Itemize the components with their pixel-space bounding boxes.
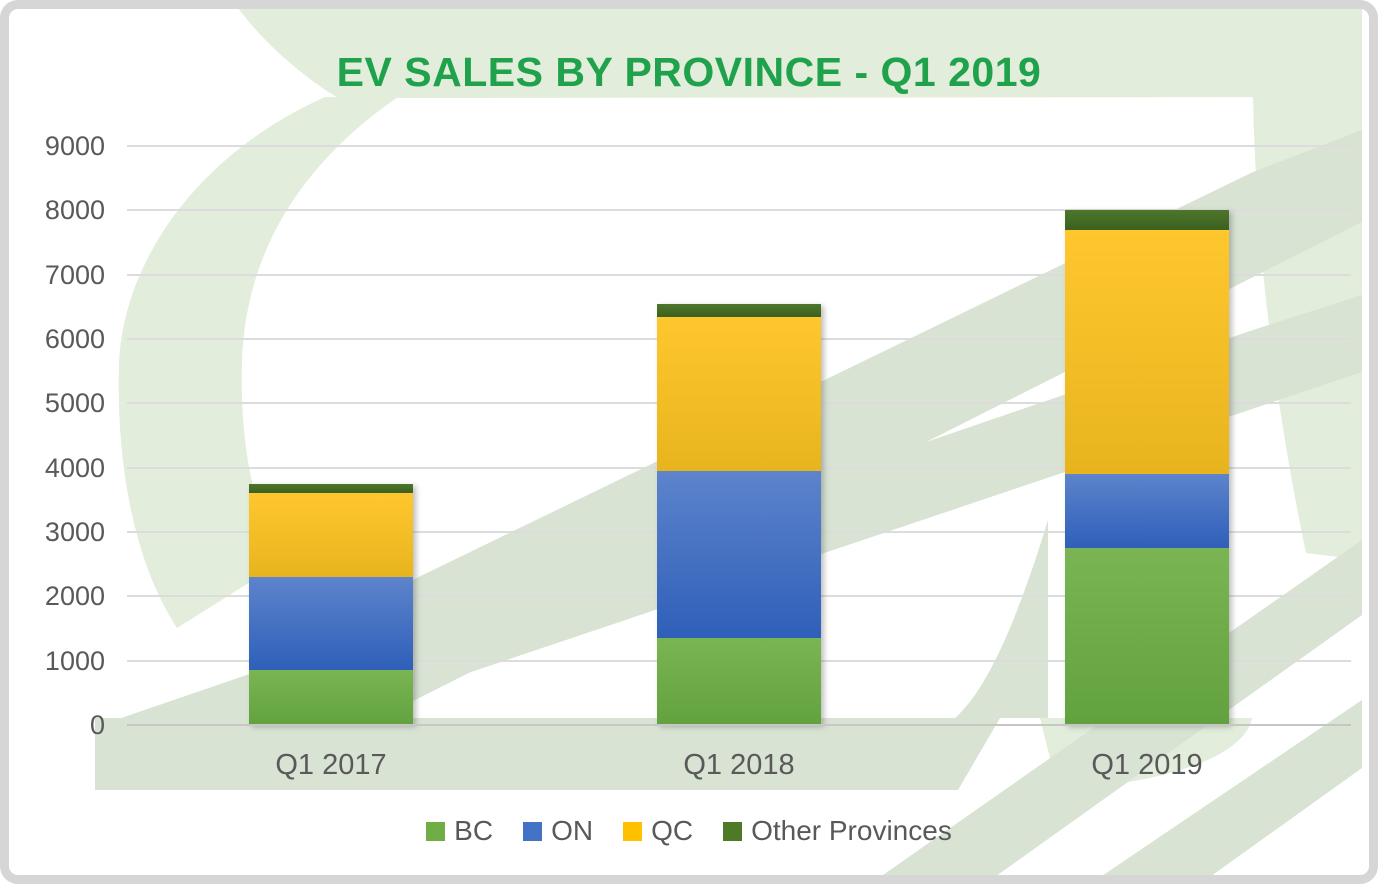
stacked-bar-q1-2017 [249, 146, 413, 725]
legend: BC ON QC Other Provinces [9, 817, 1369, 845]
legend-label: ON [551, 815, 594, 846]
legend-swatch-icon [623, 821, 643, 841]
y-axis-tick-label: 8000 [44, 195, 105, 226]
bar-segment-qc [657, 316, 821, 471]
legend-item-other-provinces: Other Provinces [723, 817, 952, 845]
y-axis-tick-label: 9000 [44, 131, 105, 161]
plot-area [127, 145, 1351, 726]
y-axis: 0 1000 2000 3000 4000 5000 6000 7000 8000 9000 [23, 133, 105, 739]
x-axis-category-label: Q1 2017 [275, 749, 387, 781]
gridline [127, 273, 1351, 276]
legend-swatch-icon [523, 821, 543, 841]
legend-swatch-icon [723, 821, 743, 841]
y-axis-tick-label: 7000 [44, 259, 105, 290]
legend-item-on: ON [523, 817, 593, 845]
legend-swatch-icon [426, 821, 446, 841]
x-axis-category-label: Q1 2019 [1091, 749, 1203, 781]
bar-segment-other-provinces [1065, 210, 1229, 230]
bar-segment-bc [657, 638, 821, 725]
y-axis-tick-label: 3000 [44, 517, 105, 547]
bar-segment-on [1065, 474, 1229, 549]
legend-label: QC [651, 815, 694, 846]
bar-segment-other-provinces [657, 303, 821, 317]
legend-label: BC [454, 815, 494, 846]
x-axis: Q1 2017 Q1 2018 Q1 2019 [127, 749, 1351, 789]
x-axis-baseline [127, 724, 1351, 726]
y-axis-tick-label: 6000 [44, 324, 105, 354]
gridline [127, 145, 1351, 147]
y-axis-tick-label: 1000 [44, 645, 105, 676]
bar-segment-other-provinces [249, 483, 413, 494]
y-axis-tick-label: 5000 [44, 388, 105, 419]
stacked-bar-q1-2018 [657, 146, 821, 725]
bar-segment-bc [1065, 548, 1229, 725]
x-axis-category-label: Q1 2018 [683, 749, 795, 781]
bar-segment-bc [249, 670, 413, 725]
gridline [127, 209, 1351, 212]
bar-segment-on [249, 577, 413, 671]
y-axis-tick-label: 0 [89, 710, 105, 740]
legend-item-qc: QC [623, 817, 693, 845]
y-axis-tick-label: 2000 [44, 581, 105, 612]
legend-item-bc: BC [426, 817, 493, 845]
stacked-bar-q1-2019 [1065, 146, 1229, 725]
y-axis-tick-label: 4000 [44, 452, 105, 483]
bar-segment-on [657, 470, 821, 639]
chart-title: EV SALES BY PROVINCE - Q1 2019 [336, 49, 1042, 95]
bar-segment-qc [249, 493, 413, 577]
legend-label: Other Provinces [751, 815, 952, 846]
bar-segment-qc [1065, 229, 1229, 475]
